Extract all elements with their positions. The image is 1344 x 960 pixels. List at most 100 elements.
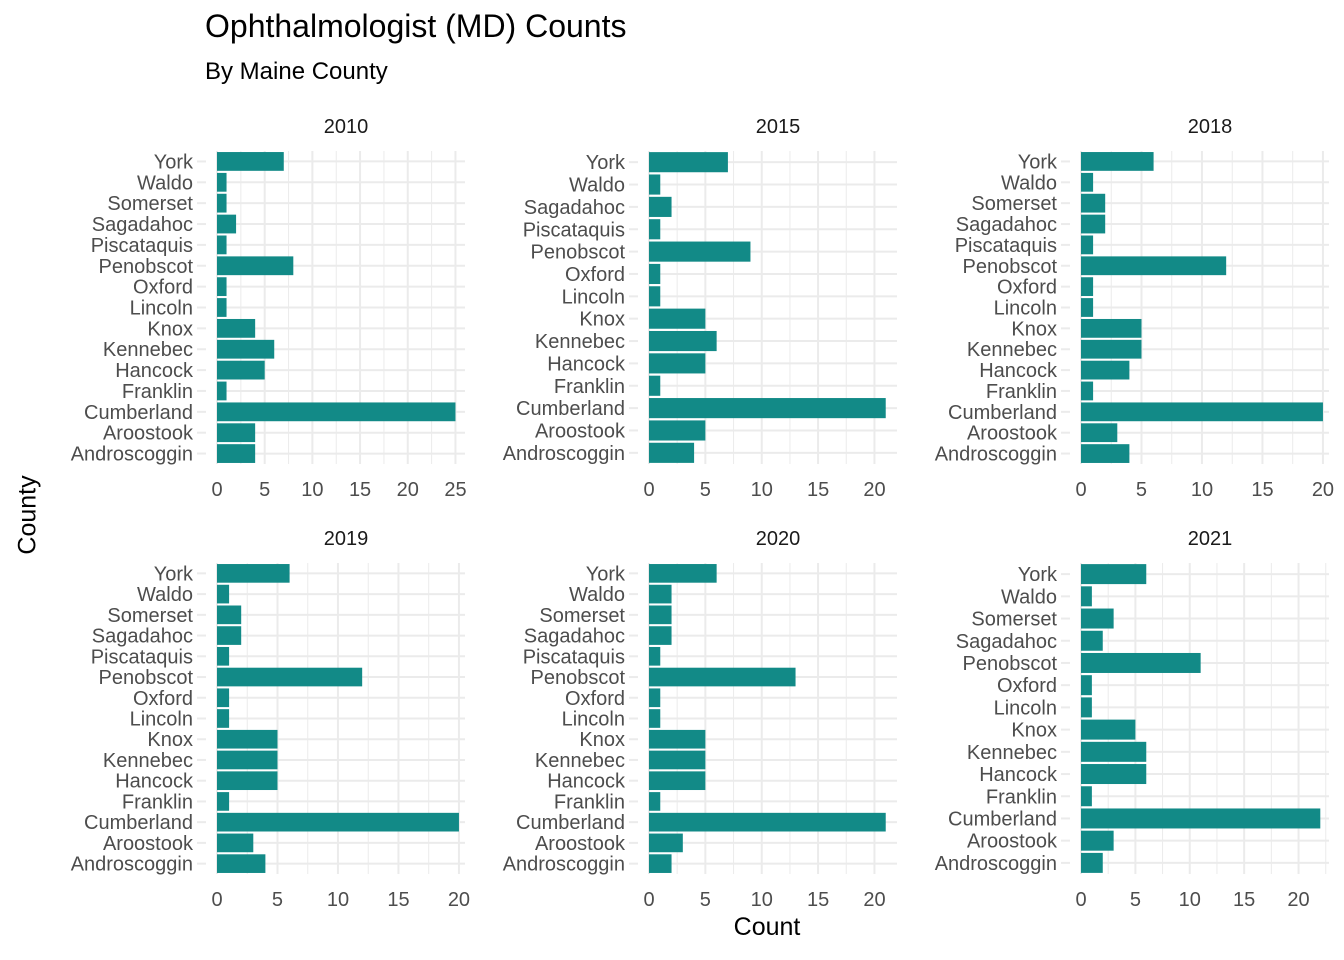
bar-penobscot — [649, 667, 796, 687]
bar-sagadahoc — [649, 626, 672, 645]
bar-penobscot — [217, 667, 363, 687]
bar-kennebec — [1081, 741, 1147, 762]
category-label: Lincoln — [994, 697, 1057, 719]
bar-penobscot — [1081, 256, 1227, 276]
bar-knox — [649, 308, 706, 329]
category-label: York — [586, 152, 626, 174]
bar-oxford — [217, 277, 227, 297]
bar-androscoggin — [649, 442, 695, 463]
category-label: Somerset — [971, 609, 1057, 631]
chart-title: Ophthalmologist (MD) Counts — [205, 8, 627, 44]
bar-hancock — [1081, 764, 1147, 785]
bar-androscoggin — [1081, 852, 1103, 873]
category-label: Kennebec — [103, 339, 193, 361]
category-label: Hancock — [547, 353, 626, 375]
category-label: York — [1018, 564, 1058, 586]
bar-franklin — [649, 792, 661, 811]
category-label: Franklin — [986, 786, 1057, 808]
x-tick-label: 5 — [259, 479, 270, 501]
bar-cumberland — [1081, 808, 1321, 829]
bar-somerset — [649, 605, 672, 625]
x-axis-label: Count — [733, 913, 801, 941]
x-tick-label: 5 — [1130, 889, 1141, 911]
category-label: Aroostook — [535, 420, 626, 442]
category-label: Piscataquis — [955, 235, 1057, 257]
category-label: York — [586, 563, 626, 585]
bar-york — [1081, 564, 1147, 585]
bar-york — [649, 564, 717, 583]
bar-kennebec — [217, 750, 278, 770]
bar-cumberland — [649, 812, 886, 832]
bar-oxford — [217, 688, 230, 708]
category-label: Waldo — [137, 172, 193, 194]
bar-york — [1081, 152, 1154, 171]
x-tick-label: 0 — [643, 479, 654, 501]
category-label: Franklin — [122, 381, 193, 403]
bar-cumberland — [1081, 402, 1323, 422]
bar-oxford — [649, 263, 661, 285]
category-label: Lincoln — [562, 709, 625, 731]
bar-sagadahoc — [1081, 630, 1103, 651]
bar-knox — [1081, 318, 1142, 338]
panel-2019: AndroscogginAroostookCumberlandFranklinH… — [71, 528, 470, 911]
x-tick-label: 0 — [1075, 479, 1086, 501]
facet-label: 2020 — [756, 528, 801, 550]
x-tick-label: 10 — [327, 889, 349, 911]
category-label: Penobscot — [962, 256, 1057, 278]
x-tick-label: 20 — [863, 479, 885, 501]
x-tick-label: 0 — [211, 889, 222, 911]
bar-somerset — [1081, 608, 1114, 629]
category-label: Hancock — [115, 771, 194, 793]
bar-york — [649, 152, 728, 173]
panel-2020: AndroscogginAroostookCumberlandFranklinH… — [503, 528, 897, 911]
category-label: Sagadahoc — [524, 197, 625, 219]
bar-oxford — [649, 688, 661, 708]
bar-hancock — [1081, 360, 1130, 380]
bar-waldo — [649, 174, 661, 195]
category-label: Waldo — [1001, 586, 1057, 608]
category-label: Aroostook — [967, 831, 1058, 853]
x-tick-label: 0 — [211, 479, 222, 501]
facet-label: 2021 — [1188, 528, 1233, 550]
category-label: Piscataquis — [523, 646, 625, 668]
bar-sagadahoc — [217, 626, 242, 645]
panel-2021: AndroscogginAroostookCumberlandFranklinH… — [935, 528, 1329, 911]
x-tick-label: 20 — [397, 479, 419, 501]
bar-piscataquis — [649, 646, 661, 666]
bar-franklin — [1081, 786, 1092, 807]
category-label: Androscoggin — [935, 444, 1057, 466]
x-tick-label: 10 — [751, 889, 773, 911]
bar-waldo — [217, 584, 230, 604]
bar-androscoggin — [217, 854, 266, 873]
category-label: Cumberland — [84, 402, 193, 424]
facet-label: 2010 — [324, 116, 369, 138]
category-label: Waldo — [1001, 172, 1057, 194]
bar-somerset — [1081, 193, 1106, 213]
category-label: Piscataquis — [91, 646, 193, 668]
category-label: Androscoggin — [71, 854, 193, 876]
x-tick-label: 15 — [387, 889, 409, 911]
x-tick-label: 15 — [807, 889, 829, 911]
category-label: Oxford — [565, 688, 625, 710]
category-label: Knox — [579, 309, 625, 331]
bar-piscataquis — [1081, 235, 1094, 255]
category-label: Penobscot — [530, 242, 625, 264]
x-tick-label: 0 — [1075, 889, 1086, 911]
bar-oxford — [1081, 277, 1094, 297]
category-label: Sagadahoc — [956, 214, 1057, 236]
bar-aroostook — [1081, 423, 1118, 443]
x-tick-label: 25 — [444, 479, 466, 501]
x-tick-label: 15 — [349, 479, 371, 501]
bar-lincoln — [1081, 697, 1092, 718]
category-label: Oxford — [565, 264, 625, 286]
bar-lincoln — [1081, 298, 1094, 317]
bar-sagadahoc — [649, 196, 672, 217]
bar-kennebec — [649, 330, 717, 352]
x-tick-label: 10 — [301, 479, 323, 501]
x-tick-label: 5 — [1136, 479, 1147, 501]
bar-somerset — [217, 193, 227, 213]
category-label: Kennebec — [535, 331, 625, 353]
bar-lincoln — [217, 298, 227, 317]
category-label: Piscataquis — [91, 235, 193, 257]
